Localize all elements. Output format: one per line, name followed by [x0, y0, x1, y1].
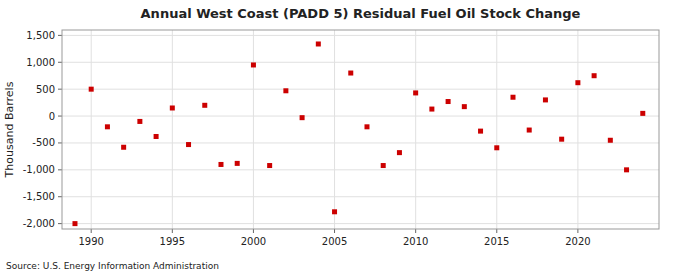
- point: [397, 150, 402, 155]
- point: [608, 138, 613, 143]
- axes: -2,000 -1,500 -1,000 -500 0 500 1,000 1,500 1990…: [23, 30, 659, 247]
- point: [235, 161, 240, 166]
- point: [186, 142, 191, 147]
- point: [381, 163, 386, 168]
- y-tick-label: -2,000: [23, 218, 55, 229]
- x-grid-line: [496, 30, 497, 229]
- x-grid-line: [334, 30, 335, 229]
- y-tick: [58, 142, 62, 143]
- source-note: Source: U.S. Energy Information Administ…: [6, 261, 219, 271]
- point: [592, 73, 597, 78]
- y-grid-line: [62, 142, 659, 143]
- grid: [62, 30, 659, 229]
- x-tick-label: 2020: [565, 236, 590, 247]
- point: [137, 119, 142, 124]
- x-tick-label: 2015: [484, 236, 509, 247]
- x-tick-label: 2005: [322, 236, 347, 247]
- y-grid-line: [62, 169, 659, 170]
- x-tick: [91, 229, 92, 233]
- x-tick-label: 2010: [403, 236, 428, 247]
- x-tick: [577, 229, 578, 233]
- y-tick-label: 1,500: [26, 30, 55, 41]
- x-tick: [253, 229, 254, 233]
- y-grid-line: [62, 116, 659, 117]
- y-tick: [58, 223, 62, 224]
- y-tick-label: -1,000: [23, 164, 55, 175]
- chart-svg: Annual West Coast (PADD 5) Residual Fuel…: [0, 0, 675, 275]
- point: [72, 221, 77, 226]
- point: [202, 103, 207, 108]
- y-grid-line: [62, 196, 659, 197]
- y-tick: [58, 35, 62, 36]
- y-tick: [58, 116, 62, 117]
- plot-frame: [62, 30, 659, 229]
- y-grid-line: [62, 223, 659, 224]
- point: [300, 115, 305, 120]
- point: [494, 145, 499, 150]
- x-tick: [334, 229, 335, 233]
- y-axis-label: Thousand Barrels: [3, 81, 16, 178]
- point: [462, 104, 467, 109]
- point: [543, 97, 548, 102]
- title: Annual West Coast (PADD 5) Residual Fuel…: [141, 6, 581, 21]
- y-tick-label: 1,000: [26, 57, 55, 68]
- x-tick: [496, 229, 497, 233]
- point: [348, 71, 353, 76]
- x-grid-line: [577, 30, 578, 229]
- x-tick: [415, 229, 416, 233]
- y-tick-label: -1,500: [23, 191, 55, 202]
- y-tick: [58, 196, 62, 197]
- x-tick-label: 2000: [241, 236, 266, 247]
- x-grid-line: [253, 30, 254, 229]
- point: [559, 137, 564, 142]
- point: [89, 87, 94, 92]
- point: [527, 128, 532, 133]
- point: [283, 88, 288, 93]
- y-grid-line: [62, 35, 659, 36]
- x-tick: [172, 229, 173, 233]
- x-tick-label: 1995: [160, 236, 185, 247]
- y-tick-label: 0: [49, 111, 55, 122]
- y-tick: [58, 169, 62, 170]
- y-tick: [58, 62, 62, 63]
- x-grid-line: [91, 30, 92, 229]
- point: [640, 111, 645, 116]
- point: [170, 105, 175, 110]
- x-grid-line: [172, 30, 173, 229]
- chart-container: Annual West Coast (PADD 5) Residual Fuel…: [0, 0, 675, 275]
- points: [72, 41, 645, 226]
- point: [478, 129, 483, 134]
- point: [575, 80, 580, 85]
- point: [251, 62, 256, 67]
- point: [218, 162, 223, 167]
- point: [332, 209, 337, 214]
- point: [154, 134, 159, 139]
- point: [446, 99, 451, 104]
- y-tick-label: 500: [36, 84, 55, 95]
- y-tick-label: -500: [32, 137, 55, 148]
- point: [624, 167, 629, 172]
- point: [413, 90, 418, 95]
- y-grid-line: [62, 89, 659, 90]
- y-tick: [58, 89, 62, 90]
- point: [316, 41, 321, 46]
- point: [364, 124, 369, 129]
- point: [121, 145, 126, 150]
- point: [510, 95, 515, 100]
- point: [105, 124, 110, 129]
- y-grid-line: [62, 62, 659, 63]
- x-grid-line: [415, 30, 416, 229]
- point: [267, 163, 272, 168]
- x-tick-label: 1990: [78, 236, 103, 247]
- point: [429, 107, 434, 112]
